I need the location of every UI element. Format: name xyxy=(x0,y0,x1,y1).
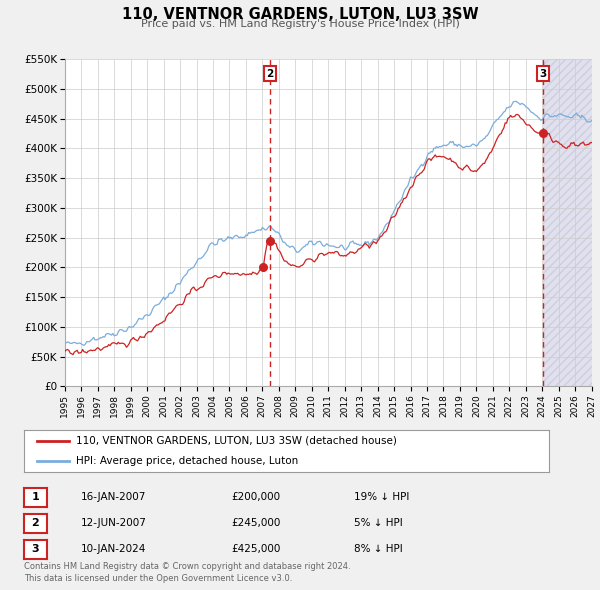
Text: £245,000: £245,000 xyxy=(231,519,280,528)
Text: 110, VENTNOR GARDENS, LUTON, LU3 3SW (detached house): 110, VENTNOR GARDENS, LUTON, LU3 3SW (de… xyxy=(77,436,397,446)
Bar xyxy=(543,59,592,386)
Text: 110, VENTNOR GARDENS, LUTON, LU3 3SW: 110, VENTNOR GARDENS, LUTON, LU3 3SW xyxy=(122,7,478,22)
Bar xyxy=(543,59,592,386)
Text: 5% ↓ HPI: 5% ↓ HPI xyxy=(354,519,403,528)
Text: 3: 3 xyxy=(32,545,39,554)
Text: 3: 3 xyxy=(539,69,547,78)
Text: 10-JAN-2024: 10-JAN-2024 xyxy=(81,545,146,554)
Text: 8% ↓ HPI: 8% ↓ HPI xyxy=(354,545,403,554)
Text: 12-JUN-2007: 12-JUN-2007 xyxy=(81,519,147,528)
Text: 2: 2 xyxy=(32,519,39,528)
Text: Price paid vs. HM Land Registry's House Price Index (HPI): Price paid vs. HM Land Registry's House … xyxy=(140,19,460,30)
Text: 19% ↓ HPI: 19% ↓ HPI xyxy=(354,493,409,502)
Text: 16-JAN-2007: 16-JAN-2007 xyxy=(81,493,146,502)
Text: £200,000: £200,000 xyxy=(231,493,280,502)
Text: 1: 1 xyxy=(32,493,39,502)
Text: 2: 2 xyxy=(266,69,274,78)
Text: Contains HM Land Registry data © Crown copyright and database right 2024.
This d: Contains HM Land Registry data © Crown c… xyxy=(24,562,350,583)
Text: HPI: Average price, detached house, Luton: HPI: Average price, detached house, Luto… xyxy=(77,455,299,466)
Text: £425,000: £425,000 xyxy=(231,545,280,554)
